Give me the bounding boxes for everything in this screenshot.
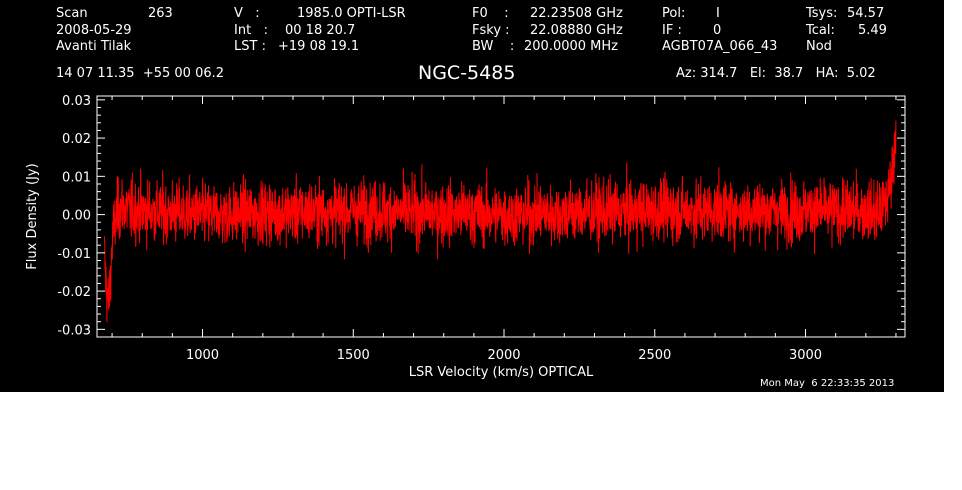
lst-value: +19 08 19.1	[278, 39, 360, 54]
rest-frequency-label: F0 :	[472, 6, 509, 21]
project-id: AGBT07A_066_43	[662, 39, 778, 54]
spectrum-series-line	[104, 120, 897, 323]
integration-value: 00 18 20.7	[285, 23, 356, 38]
tsys-label: Tsys:	[806, 6, 838, 21]
chart-title: NGC-5485	[418, 62, 516, 84]
plot-frame	[96, 95, 906, 338]
y-tick-label: 0.01	[62, 170, 91, 185]
if-label: IF :	[662, 23, 682, 38]
observation-date: 2008-05-29	[56, 23, 132, 38]
plot-timestamp: Mon May 6 22:33:35 2013	[760, 378, 895, 389]
if-value: 0	[713, 23, 722, 38]
scan-label: Scan	[56, 6, 88, 21]
observer-name: Avanti Tilak	[56, 39, 132, 54]
bandwidth-value: 200.0000 MHz	[524, 39, 618, 54]
spectrum-chart: 1000 1500 2000 2500 3000 -0.03 -0.02 -0.01 0.00 0…	[25, 94, 906, 380]
rest-frequency-value: 22.23508 GHz	[530, 6, 623, 21]
x-tick-label: 1000	[186, 348, 219, 363]
y-tick-label: 0.02	[62, 132, 91, 147]
x-tick-label: 1500	[337, 348, 370, 363]
lst-label: LST :	[234, 39, 266, 54]
sky-frequency-value: 22.08880 GHz	[530, 23, 623, 38]
velocity-value: 1985.0 OPTI-LSR	[297, 6, 406, 21]
tcal-label: Tcal:	[806, 23, 835, 38]
y-tick-label: -0.01	[57, 247, 91, 262]
velocity-label: V :	[234, 6, 260, 21]
scan-number: 263	[148, 6, 173, 21]
polarization-label: Pol:	[662, 6, 686, 21]
az-el-ha-readout: Az: 314.7 El: 38.7 HA: 5.02	[676, 66, 876, 81]
y-tick-label: 0.00	[62, 209, 91, 224]
y-tick-label: -0.02	[57, 285, 91, 300]
sky-frequency-label: Fsky :	[472, 23, 510, 38]
y-tick-label: 0.03	[62, 94, 91, 109]
source-coordinates: 14 07 11.35 +55 00 06.2	[56, 66, 225, 81]
tcal-value: 5.49	[858, 23, 887, 38]
y-tick-label: -0.03	[57, 323, 91, 338]
bandwidth-label: BW :	[472, 39, 515, 54]
integration-label: Int :	[234, 23, 268, 38]
tsys-value: 54.57	[847, 6, 885, 21]
y-axis-label: Flux Density (Jy)	[25, 163, 40, 269]
switching-mode: Nod	[806, 39, 832, 54]
x-axis-label: LSR Velocity (km/s) OPTICAL	[409, 365, 594, 380]
x-tick-label: 3000	[789, 348, 822, 363]
x-tick-label: 2500	[638, 348, 671, 363]
polarization-value: I	[716, 6, 720, 21]
x-tick-label: 2000	[487, 348, 520, 363]
